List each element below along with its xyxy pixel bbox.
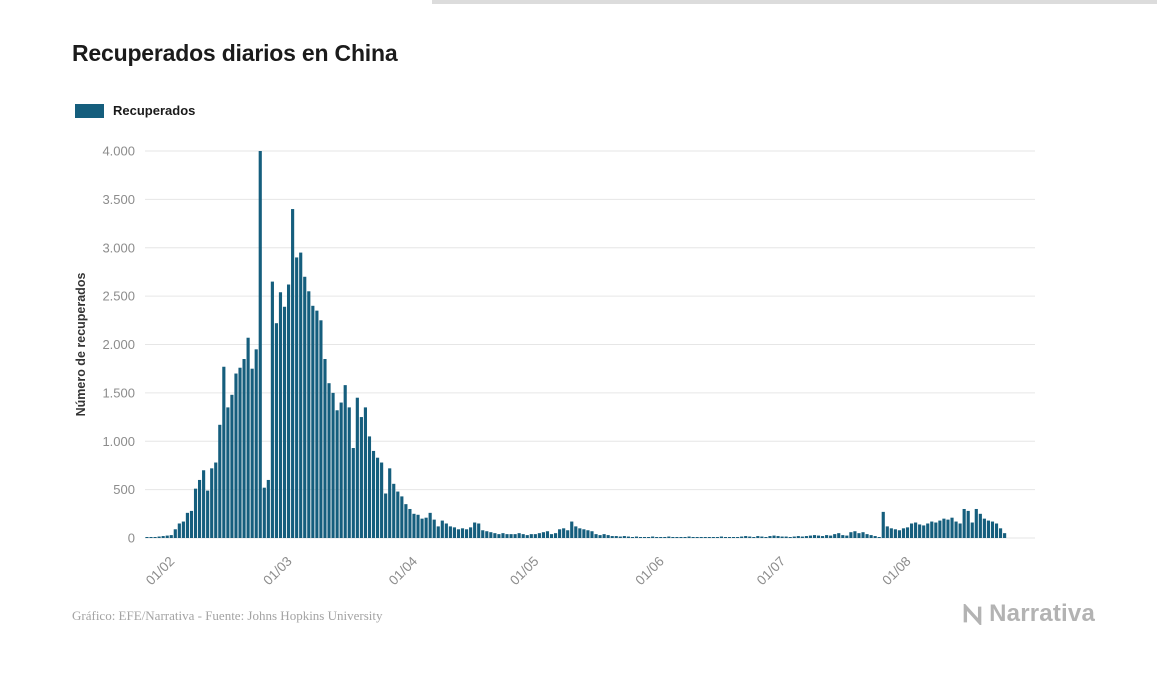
chart-title: Recuperados diarios en China — [72, 40, 398, 66]
svg-text:3.000: 3.000 — [102, 240, 135, 255]
svg-text:2.000: 2.000 — [102, 337, 135, 352]
legend-swatch — [75, 103, 104, 118]
bar-chart-plot: 0 500 1.000 1.500 2.000 2.500 3.000 3.500 4.000 N… — [74, 144, 1035, 589]
narrativa-logo: Narrativa — [962, 600, 1095, 628]
svg-text:2.500: 2.500 — [102, 289, 135, 304]
svg-text:01/08: 01/08 — [879, 554, 914, 589]
svg-text:01/07: 01/07 — [754, 554, 789, 589]
source-credit: Gráfico: EFE/Narrativa - Fuente: Johns H… — [72, 608, 383, 623]
bar-chart: 0 500 1.000 1.500 2.000 2.500 3.000 3.500 4.000 N… — [55, 133, 1055, 608]
narrativa-logo-text: Narrativa — [989, 600, 1095, 627]
top-edge-artifact — [432, 0, 1157, 4]
svg-text:1.500: 1.500 — [102, 385, 135, 400]
svg-text:500: 500 — [113, 482, 135, 497]
svg-text:0: 0 — [128, 531, 135, 546]
narrativa-n-icon — [963, 603, 982, 625]
svg-text:1.000: 1.000 — [102, 434, 135, 449]
svg-text:4.000: 4.000 — [102, 144, 135, 159]
svg-text:01/04: 01/04 — [386, 553, 421, 588]
svg-text:3.500: 3.500 — [102, 192, 135, 207]
legend-item-recuperados[interactable]: Recuperados — [75, 103, 195, 118]
svg-text:01/06: 01/06 — [632, 554, 667, 589]
svg-text:01/05: 01/05 — [507, 554, 542, 589]
svg-text:01/03: 01/03 — [260, 554, 295, 589]
svg-text:01/02: 01/02 — [143, 554, 178, 589]
legend-label: Recuperados — [113, 103, 196, 118]
svg-text:Número de recuperados: Número de recuperados — [74, 273, 88, 417]
